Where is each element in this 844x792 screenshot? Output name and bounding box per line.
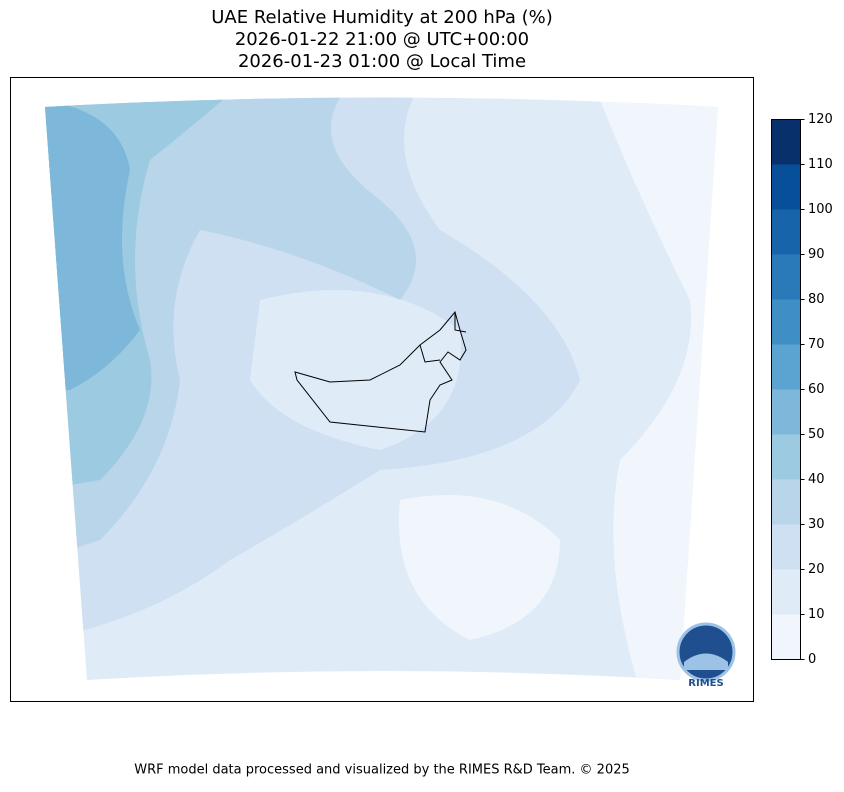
title-line: 2026-01-22 21:00 @ UTC+00:00 [235, 29, 529, 50]
colorbar-tick-label: 10 [808, 607, 825, 622]
colorbar-tick-label: 20 [808, 562, 825, 577]
colorbar-segment [771, 254, 801, 300]
colorbar-tick-label: 40 [808, 472, 825, 487]
colorbar-segment [771, 299, 801, 345]
colorbar: 0 10 20 30 40 50 60 70 80 90 100 110 120 [771, 112, 833, 667]
uae-boundary [294, 310, 467, 433]
colorbar-tick-label: 60 [808, 382, 825, 397]
colorbar-segment [771, 614, 801, 660]
colorbar-segment [771, 119, 801, 165]
footer: WRF model data processed and visualized … [134, 763, 630, 778]
title-line: 2026-01-23 01:00 @ Local Time [238, 51, 526, 72]
colorbar-tick-label: 0 [808, 652, 816, 667]
title-line: UAE Relative Humidity at 200 hPa (%) [211, 7, 552, 28]
colorbar-segment [771, 344, 801, 390]
colorbar-frame [771, 119, 801, 660]
colorbar-tick-label: 50 [808, 427, 825, 442]
colorbar-segment [771, 569, 801, 615]
colorbar-tick-label: 90 [808, 247, 825, 262]
colorbar-segment [771, 389, 801, 435]
logo: RIMES [676, 622, 736, 689]
colorbar-tick-label: 100 [808, 202, 833, 217]
colorbar-tick-label: 120 [808, 112, 833, 127]
logo-text: RIMES [688, 678, 723, 689]
colorbar-tick-label: 80 [808, 292, 825, 307]
colorbar-tick-label: 110 [808, 157, 833, 172]
colorbar-tick-label: 70 [808, 337, 825, 352]
humidity-field [45, 97, 718, 680]
colorbar-segment [771, 164, 801, 210]
colorbar-segment [771, 524, 801, 570]
colorbar-segment [771, 209, 801, 255]
colorbar-segment [771, 479, 801, 525]
colorbar-segment [771, 434, 801, 480]
colorbar-tick-label: 30 [808, 517, 825, 532]
